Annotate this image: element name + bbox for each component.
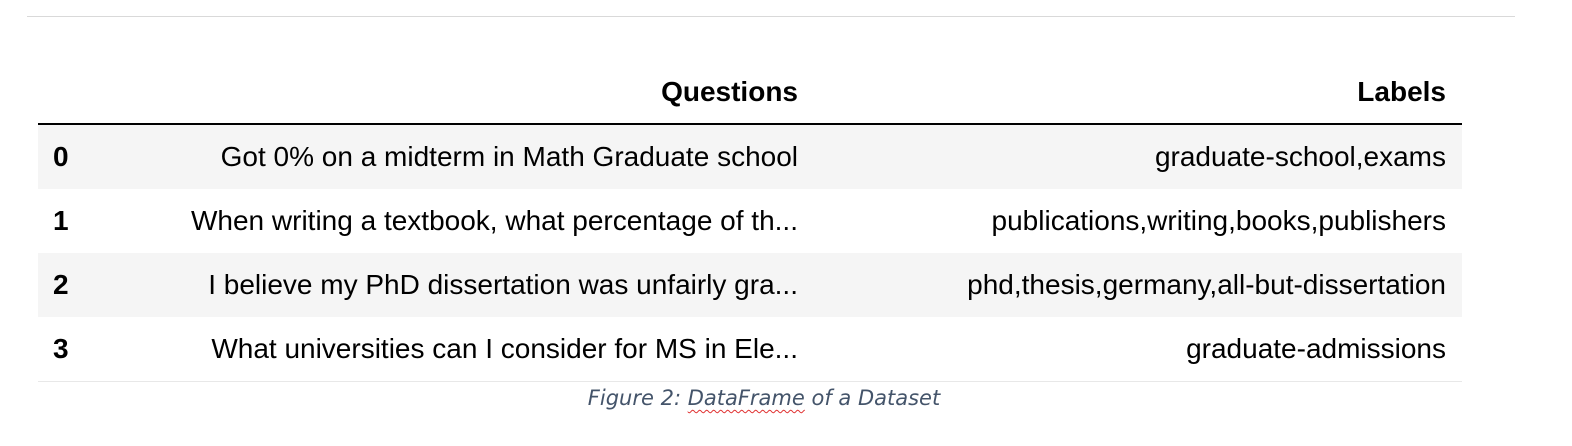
top-divider <box>27 16 1515 17</box>
index-column-header <box>38 61 90 125</box>
questions-column-header: Questions <box>90 61 814 125</box>
row-index: 0 <box>53 141 69 172</box>
question-cell: When writing a textbook, what percentage… <box>190 205 798 236</box>
question-cell: What universities can I consider for MS … <box>90 317 814 382</box>
labels-cell: publications,writing,books,publishers <box>991 205 1446 236</box>
table-row: 1 When writing a textbook, what percenta… <box>38 189 1462 253</box>
labels-cell: graduate-school,exams <box>1154 141 1446 172</box>
header-row: Questions Labels <box>38 61 1462 125</box>
figure-caption: Figure 2: DataFrame of a Dataset <box>0 386 1528 410</box>
caption-suffix: of a Dataset <box>804 386 941 410</box>
table-row: 2 I believe my PhD dissertation was unfa… <box>38 253 1462 317</box>
table-row: 3 What universities can I consider for M… <box>38 317 1462 382</box>
question-cell: I believe my PhD dissertation was unfair… <box>208 269 798 300</box>
row-index: 1 <box>53 205 69 236</box>
labels-cell: phd,thesis,germany,all-but-dissertation <box>967 269 1446 300</box>
row-index: 3 <box>38 317 90 382</box>
labels-cell: graduate-admissions <box>814 317 1462 382</box>
labels-column-header: Labels <box>814 61 1462 125</box>
row-index: 2 <box>53 269 69 300</box>
caption-prefix: Figure 2: <box>587 386 688 410</box>
caption-spellcheck-word[interactable]: DataFrame <box>687 386 805 410</box>
question-cell: Got 0% on a midterm in Math Graduate sch… <box>220 141 798 172</box>
dataframe-table: Questions Labels 0 Got 0% on a midterm i… <box>38 61 1462 382</box>
table-row: 0 Got 0% on a midterm in Math Graduate s… <box>38 124 1462 189</box>
